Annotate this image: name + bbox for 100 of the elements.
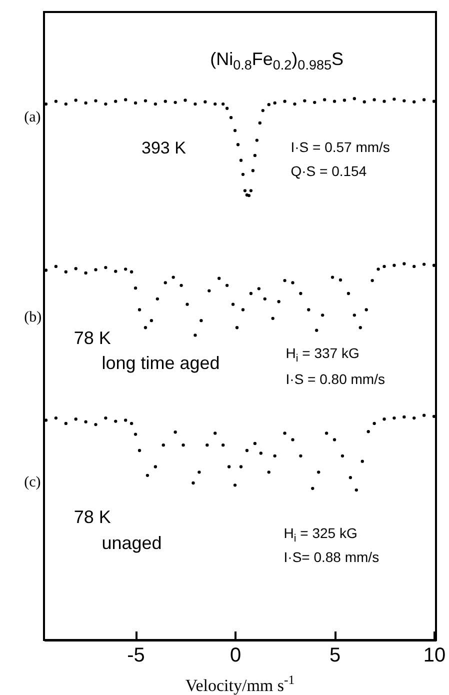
point <box>352 314 356 317</box>
point <box>370 278 374 282</box>
text: (a) <box>24 109 41 126</box>
annotation: long time aged <box>102 353 220 374</box>
point <box>154 102 158 106</box>
point <box>299 292 302 296</box>
point <box>249 292 253 296</box>
point <box>162 444 165 447</box>
point <box>422 98 426 102</box>
text: (c) <box>24 474 41 490</box>
point <box>144 326 148 330</box>
point <box>214 102 217 106</box>
point <box>239 465 243 468</box>
point <box>243 189 247 192</box>
point <box>311 486 314 490</box>
annotation: H$_{i}$ = 325 kG <box>284 524 358 545</box>
point <box>324 432 328 435</box>
annotation: I·S= 0.88 mm/s <box>284 549 380 566</box>
point <box>214 432 217 435</box>
point <box>291 281 294 284</box>
point <box>332 100 336 103</box>
point <box>184 98 187 102</box>
point <box>392 98 396 101</box>
point <box>273 454 276 458</box>
point <box>261 108 264 112</box>
point <box>330 276 334 279</box>
annotation: I·S = 0.80 mm/s <box>286 370 385 386</box>
point <box>322 98 326 102</box>
point <box>263 297 266 301</box>
point <box>251 169 255 172</box>
text: (b) <box>24 310 42 326</box>
point <box>200 319 203 322</box>
point <box>342 98 346 102</box>
point <box>208 289 211 292</box>
point <box>233 128 237 132</box>
point <box>366 430 370 434</box>
point <box>134 286 138 290</box>
point <box>422 414 426 417</box>
point <box>255 138 258 142</box>
point <box>154 465 158 468</box>
x-tick-label: 10 <box>423 644 446 666</box>
point <box>134 432 138 436</box>
point <box>372 422 376 426</box>
point <box>277 300 280 304</box>
point <box>104 416 108 420</box>
point <box>293 102 296 106</box>
point <box>130 422 134 426</box>
point <box>218 276 221 280</box>
point <box>94 422 98 426</box>
point <box>194 102 197 106</box>
point <box>273 101 276 105</box>
point <box>222 444 225 447</box>
point <box>138 448 142 452</box>
point <box>182 444 185 447</box>
point <box>354 488 358 492</box>
point <box>64 102 68 106</box>
point <box>348 476 352 480</box>
point <box>172 276 175 279</box>
point <box>257 287 260 290</box>
point <box>233 484 237 487</box>
point <box>180 284 183 287</box>
point <box>227 465 231 468</box>
point <box>315 328 318 332</box>
point <box>174 430 177 434</box>
point <box>138 308 142 312</box>
point <box>253 154 257 158</box>
point <box>84 420 88 424</box>
point <box>317 470 320 474</box>
point <box>299 454 302 458</box>
point <box>241 308 245 312</box>
point <box>239 158 243 162</box>
point <box>382 418 386 421</box>
point <box>321 314 324 317</box>
point <box>358 326 362 330</box>
point <box>225 106 229 110</box>
point <box>402 415 406 419</box>
annotation: 78 K <box>74 507 111 528</box>
point <box>402 99 406 102</box>
point <box>174 100 177 104</box>
point <box>307 308 310 312</box>
point <box>74 98 78 102</box>
point <box>382 100 386 103</box>
point <box>225 284 229 287</box>
point <box>340 454 344 458</box>
point <box>54 416 58 420</box>
point <box>259 452 262 455</box>
point <box>402 262 406 266</box>
point <box>253 442 257 446</box>
point <box>245 448 249 452</box>
point <box>422 262 426 266</box>
point <box>372 98 376 102</box>
point <box>332 438 336 442</box>
point <box>64 270 68 274</box>
point <box>94 99 98 102</box>
point <box>194 334 197 337</box>
point <box>364 308 368 312</box>
point <box>146 474 150 477</box>
point <box>283 100 286 103</box>
point <box>283 278 286 282</box>
point <box>271 316 274 320</box>
